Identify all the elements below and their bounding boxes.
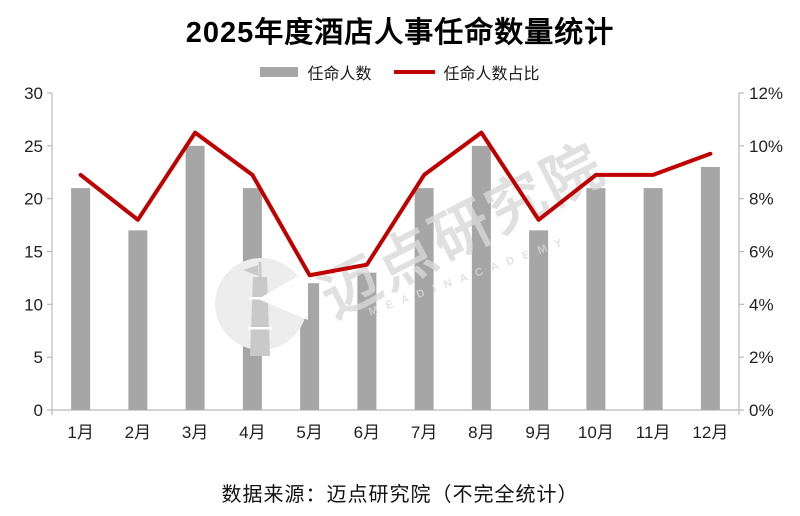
legend-line-swatch <box>393 70 435 74</box>
x-axis-label: 6月 <box>354 423 380 442</box>
bar <box>529 230 549 410</box>
right-axis-label: 12% <box>749 84 783 103</box>
chart-title: 2025年度酒店人事任命数量统计 <box>185 17 615 49</box>
x-axis-label: 12月 <box>692 423 728 442</box>
legend-bar-swatch <box>260 67 299 77</box>
right-axis-label: 6% <box>749 243 774 262</box>
x-axis-label: 11月 <box>636 423 671 442</box>
source-note: 数据来源：迈点研究院（不完全统计） <box>221 484 579 506</box>
left-axis-label: 0 <box>34 401 43 420</box>
legend: 任命人数 任命人数占比 <box>0 62 800 83</box>
left-axis-label: 5 <box>34 348 43 367</box>
legend-bar-label: 任命人数 <box>307 66 372 83</box>
left-axis-label: 25 <box>24 137 43 156</box>
right-axis-label: 0% <box>749 401 774 420</box>
x-axis-label: 7月 <box>411 423 437 442</box>
bar <box>357 272 377 410</box>
x-axis-label: 1月 <box>67 423 93 442</box>
bar <box>700 166 720 410</box>
x-axis-label: 3月 <box>182 423 208 442</box>
trend-line <box>78 130 713 278</box>
bar <box>586 188 606 410</box>
bar <box>71 188 91 410</box>
bar <box>128 230 148 410</box>
bar <box>185 145 205 411</box>
left-axis-label: 10 <box>24 295 43 314</box>
watermark-wedge <box>258 270 308 320</box>
right-axis-label: 4% <box>749 295 774 314</box>
legend-line-label: 任命人数占比 <box>443 66 540 83</box>
axes <box>51 93 740 415</box>
right-axis-label: 8% <box>749 190 774 209</box>
watermark-cjk-text: 迈点研究院 <box>310 131 616 330</box>
x-axis-label: 2月 <box>125 423 151 442</box>
x-axis-label: 8月 <box>468 423 494 442</box>
left-axis-label: 30 <box>24 84 43 103</box>
x-axis-label: 5月 <box>296 423 322 442</box>
x-axis-label: 9月 <box>525 423 551 442</box>
left-axis-label: 20 <box>24 190 43 209</box>
bar <box>471 145 491 411</box>
right-axis-label: 10% <box>749 137 783 156</box>
x-axis-label: 4月 <box>239 423 265 442</box>
bar <box>643 188 663 410</box>
bar <box>414 188 434 410</box>
left-axis-label: 15 <box>24 243 43 262</box>
x-axis-label: 10月 <box>578 423 614 442</box>
right-axis-label: 2% <box>749 348 774 367</box>
